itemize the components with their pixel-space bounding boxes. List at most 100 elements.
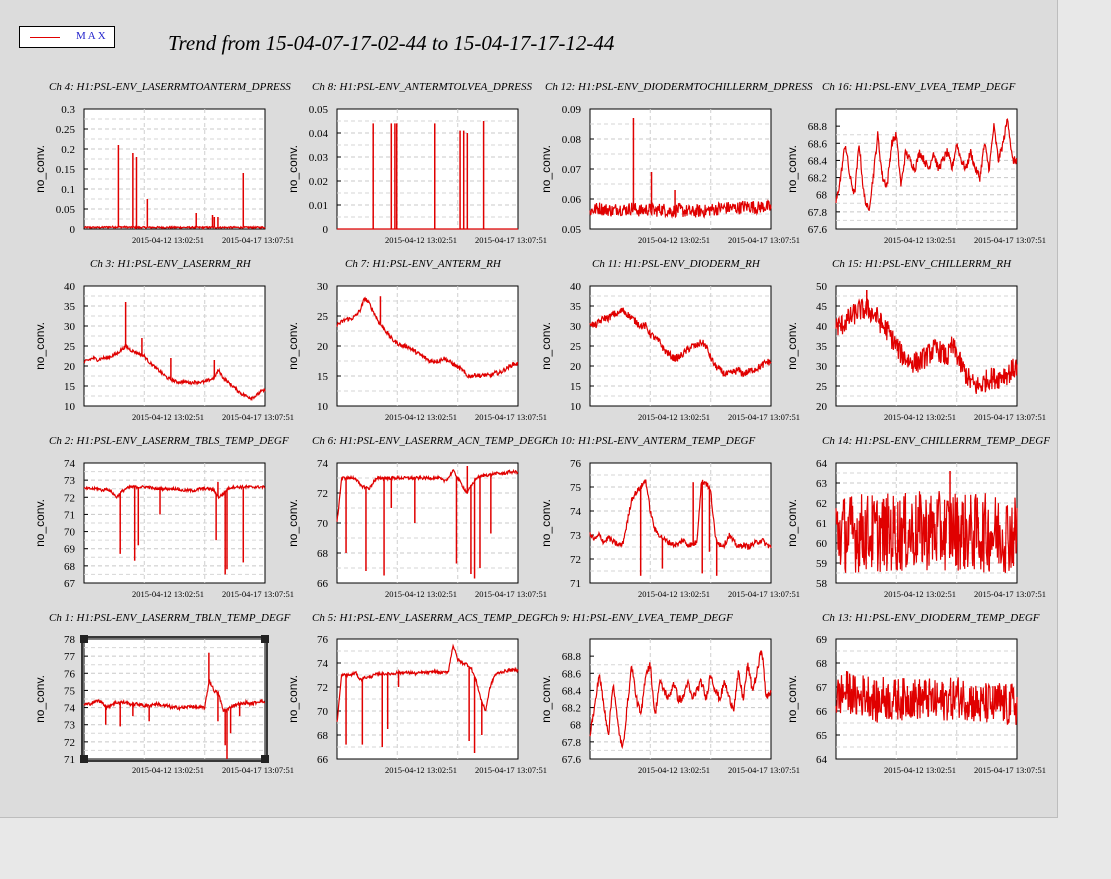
chart-title: Ch 9: H1:PSL-ENV_LVEA_TEMP_DEGF — [545, 612, 733, 624]
y-tick-label: 0.06 — [562, 194, 582, 206]
chart-title: Ch 6: H1:PSL-ENV_LASERRM_ACN_TEMP_DEGF — [312, 435, 549, 447]
y-tick-label: 0.15 — [56, 164, 76, 176]
y-tick-label: 68 — [317, 548, 329, 560]
chart-panel: Ch 11: H1:PSL-ENV_DIODERM_RH 10 15 20 25 30 35… — [539, 258, 800, 422]
y-axis-label: no_conv. — [785, 322, 799, 370]
plot-area — [83, 285, 266, 407]
y-tick-label: 35 — [64, 301, 76, 313]
series-line — [835, 118, 1018, 212]
chart-title: Ch 3: H1:PSL-ENV_LASERRM_RH — [90, 258, 252, 270]
series-line — [83, 678, 266, 714]
x-tick-label: 2015-04-12 13:02:51 — [638, 589, 710, 599]
y-tick-label: 66 — [317, 754, 329, 766]
series-line — [336, 643, 519, 722]
resize-handle[interactable] — [80, 635, 88, 643]
resize-handle[interactable] — [261, 635, 269, 643]
y-tick-label: 40 — [816, 321, 828, 333]
y-tick-label: 69 — [64, 544, 76, 556]
y-tick-label: 67.8 — [808, 207, 828, 219]
y-tick-label: 15 — [570, 381, 582, 393]
selection-frame[interactable] — [81, 636, 268, 762]
y-tick-label: 68 — [570, 720, 582, 732]
y-tick-label: 40 — [64, 281, 76, 293]
y-tick-label: 15 — [64, 381, 76, 393]
resize-handle[interactable] — [80, 755, 88, 763]
x-tick-label: 2015-04-12 13:02:51 — [638, 765, 710, 775]
y-tick-label: 58 — [816, 578, 828, 590]
x-tick-label: 2015-04-12 13:02:51 — [132, 412, 204, 422]
y-tick-label: 68 — [816, 190, 828, 202]
y-tick-label: 68.2 — [562, 703, 581, 715]
x-tick-label: 2015-04-17 13:07:51 — [974, 235, 1046, 245]
y-tick-label: 67 — [816, 682, 828, 694]
x-tick-label: 2015-04-17 13:07:51 — [728, 765, 800, 775]
x-tick-label: 2015-04-12 13:02:51 — [132, 235, 204, 245]
x-tick-label: 2015-04-17 13:07:51 — [974, 412, 1046, 422]
series-line — [589, 307, 772, 378]
y-tick-label: 30 — [570, 321, 582, 333]
chart-title: Ch 4: H1:PSL-ENV_LASERRMTOANTERM_DPRESS — [49, 81, 291, 93]
y-tick-label: 70 — [317, 706, 329, 718]
y-tick-label: 10 — [317, 401, 329, 413]
y-tick-label: 71 — [570, 578, 581, 590]
y-tick-label: 68 — [816, 658, 828, 670]
y-tick-label: 78 — [64, 634, 76, 646]
series-line — [835, 491, 1018, 573]
x-tick-label: 2015-04-17 13:07:51 — [222, 589, 294, 599]
y-tick-label: 67.6 — [808, 224, 828, 236]
y-tick-label: 75 — [570, 482, 582, 494]
chart-panel: Ch 12: H1:PSL-ENV_DIODERMTOCHILLERRM_DPR… — [539, 81, 813, 245]
x-tick-label: 2015-04-17 13:07:51 — [728, 412, 800, 422]
y-tick-label: 66 — [816, 706, 828, 718]
y-tick-label: 10 — [570, 401, 582, 413]
y-axis-label: no_conv. — [286, 145, 300, 193]
y-tick-label: 0 — [70, 224, 76, 236]
y-tick-label: 72 — [317, 682, 328, 694]
x-tick-label: 2015-04-17 13:07:51 — [974, 589, 1046, 599]
x-tick-label: 2015-04-12 13:02:51 — [385, 589, 457, 599]
x-tick-label: 2015-04-12 13:02:51 — [884, 235, 956, 245]
series-line — [589, 479, 772, 550]
y-axis-label: no_conv. — [286, 675, 300, 723]
y-tick-label: 25 — [570, 341, 582, 353]
y-tick-label: 72 — [570, 554, 581, 566]
x-tick-label: 2015-04-12 13:02:51 — [884, 589, 956, 599]
y-tick-label: 76 — [570, 458, 582, 470]
y-tick-label: 15 — [317, 371, 329, 383]
y-axis-label: no_conv. — [785, 499, 799, 547]
chart-panel: Ch 2: H1:PSL-ENV_LASERRM_TBLS_TEMP_DEGF 6… — [33, 435, 294, 599]
x-tick-label: 2015-04-17 13:07:51 — [222, 765, 294, 775]
chart-title: Ch 2: H1:PSL-ENV_LASERRM_TBLS_TEMP_DEGF — [49, 435, 289, 447]
y-tick-label: 59 — [816, 558, 828, 570]
y-tick-label: 71 — [64, 754, 75, 766]
legend-line-swatch — [30, 37, 60, 38]
chart-panel: Ch 5: H1:PSL-ENV_LASERRM_ACS_TEMP_DEGF 66… — [286, 612, 547, 775]
y-tick-label: 74 — [64, 703, 76, 715]
y-tick-label: 0.01 — [309, 200, 328, 212]
resize-handle[interactable] — [261, 755, 269, 763]
y-axis-label: no_conv. — [33, 145, 47, 193]
chart-panel: Ch 13: H1:PSL-ENV_DIODERM_TEMP_DEGF 64 65 6… — [785, 612, 1046, 775]
plot-area — [589, 285, 772, 407]
y-axis-label: no_conv. — [785, 675, 799, 723]
x-tick-label: 2015-04-17 13:07:51 — [475, 765, 547, 775]
chart-panel: Ch 4: H1:PSL-ENV_LASERRMTOANTERM_DPRESS 0… — [33, 81, 294, 245]
series-line — [589, 650, 772, 750]
y-tick-label: 0.05 — [56, 204, 76, 216]
y-tick-label: 0.3 — [61, 104, 75, 116]
legend-label: MAX — [76, 30, 108, 42]
chart-title: Ch 15: H1:PSL-ENV_CHILLERRM_RH — [832, 258, 1012, 270]
y-tick-label: 0 — [323, 224, 329, 236]
series-line — [336, 468, 519, 522]
x-tick-label: 2015-04-17 13:07:51 — [475, 235, 547, 245]
y-tick-label: 64 — [816, 458, 828, 470]
y-tick-label: 20 — [816, 401, 828, 413]
y-tick-label: 0.05 — [309, 104, 329, 116]
y-tick-label: 67.6 — [562, 754, 582, 766]
y-tick-label: 73 — [570, 530, 582, 542]
x-tick-label: 2015-04-12 13:02:51 — [385, 412, 457, 422]
y-axis-label: no_conv. — [785, 145, 799, 193]
plot-area — [336, 638, 519, 760]
x-tick-label: 2015-04-12 13:02:51 — [884, 412, 956, 422]
plot-area — [83, 638, 266, 760]
